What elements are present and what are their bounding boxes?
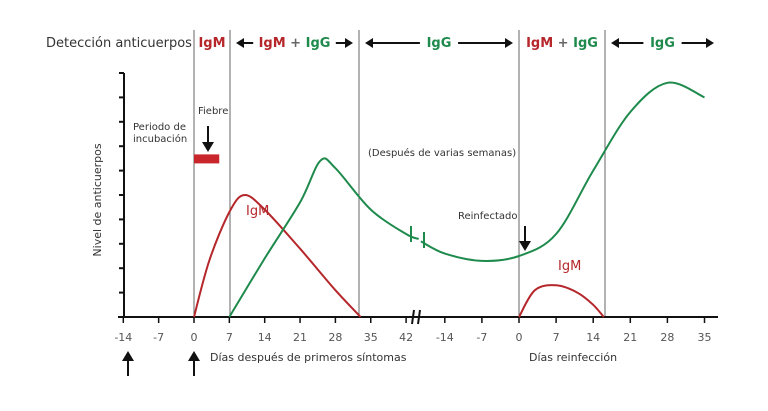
header-segment-label: IgM [198,36,225,51]
x-tick-label: 0 [191,331,198,344]
axis-break [411,309,421,325]
x-tick-label: 7 [226,331,233,344]
header-segment-label: IgG [650,36,675,51]
header-segment-label: IgG [427,36,452,51]
x-tick-label: 7 [553,331,560,344]
arrow-up-icon [122,351,134,376]
y-axis-ticks [119,72,124,294]
x-tick-label: 35 [364,331,378,344]
x-tick-label: -14 [436,331,454,344]
igm-secondary-label: IgM [558,259,581,274]
series-line-igg-secondary [420,81,705,262]
series-line-igm-secondary [518,284,605,318]
double-arrow-icon [365,38,513,48]
x-tick-label: -14 [114,331,132,344]
x-tick-label: 28 [660,331,674,344]
y-axis-label: Nivel de anticuerpos [91,143,104,256]
phase-dividers [193,30,606,317]
x-tick-label: 21 [623,331,637,344]
fever-label: Fiebre [198,106,228,117]
weeks-annotation: (Después de varias semanas) [368,147,516,159]
igg-break-marks [410,226,425,248]
x-tick-label: 14 [586,331,600,344]
primary-x-axis-label: Días después de primeros síntomas [210,351,407,364]
x-tick-label: -7 [153,331,164,344]
header-segment-label: IgM + IgG [259,36,331,51]
igm-primary-label: IgM [246,204,269,219]
x-tick-label: 28 [328,331,342,344]
reinfected-label: Reinfectado [458,211,517,222]
incubation-label: Periodo de incubación [133,122,187,145]
detection-header-segments: IgM IgM + IgG IgG IgM + IgG IgG [198,36,714,51]
detection-header-label: Detección anticuerpos [46,36,192,51]
double-arrow-icon [236,38,353,48]
arrow-up-icon [188,351,200,376]
x-tick-label: -7 [476,331,487,344]
fever-bar [194,154,220,164]
double-arrow-icon [611,38,714,48]
arrow-down-icon [202,126,214,152]
x-axis-ticks: -14 -7 0 7 14 21 28 35 42 -14 -7 0 7 14 21 28 35 [114,317,712,344]
series-group [193,81,705,318]
arrow-down-icon [519,226,531,251]
x-tick-label: 0 [516,331,523,344]
x-tick-label: 35 [698,331,712,344]
header-segment-label: IgM + IgG [526,36,598,51]
series-line-igg-primary [228,157,420,318]
x-tick-label: 42 [399,331,413,344]
series-line-igm-primary [193,194,362,318]
secondary-x-axis-label: Días reinfección [529,351,617,364]
x-tick-label: 21 [293,331,307,344]
x-tick-label: 14 [258,331,272,344]
